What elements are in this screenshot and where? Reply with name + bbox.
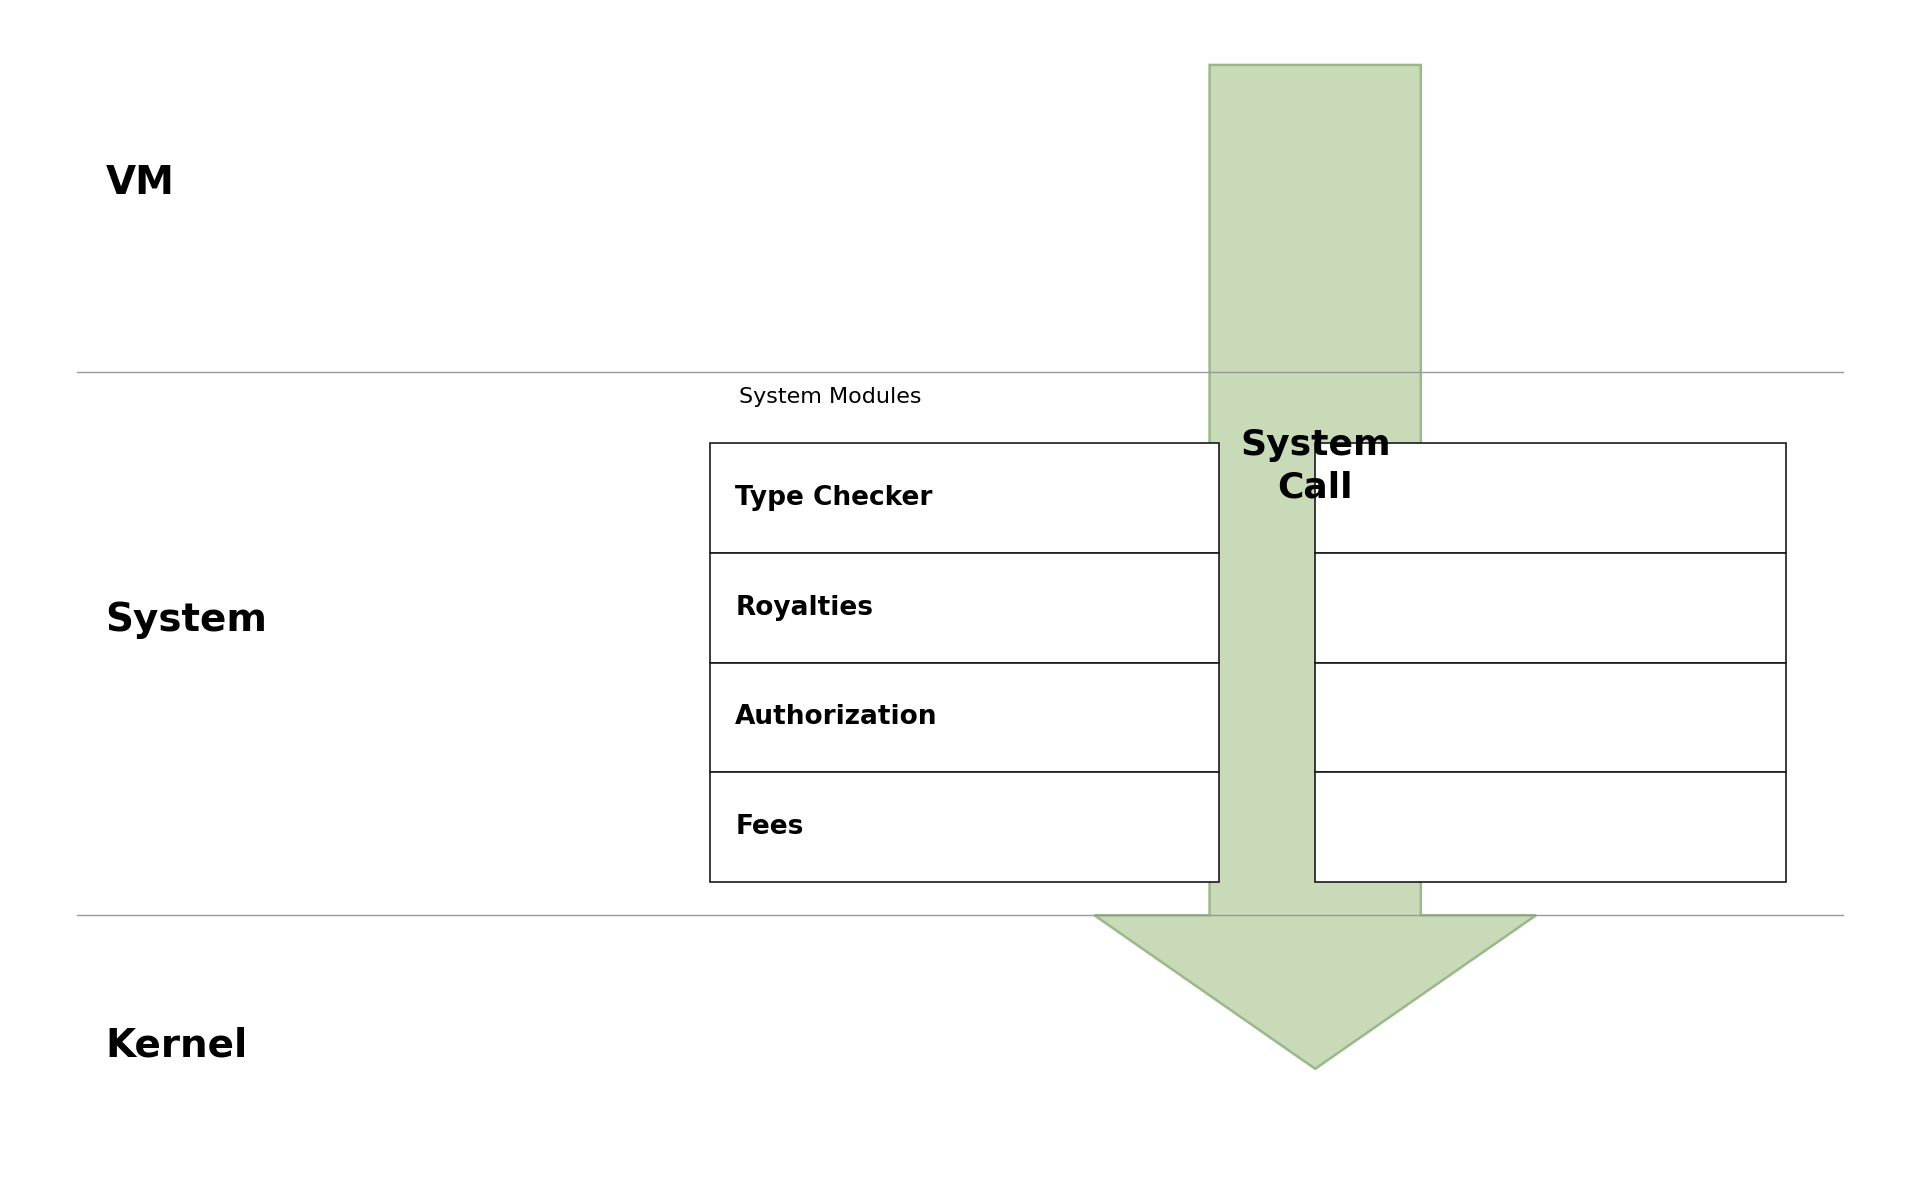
Text: Kernel: Kernel: [106, 1026, 248, 1064]
Bar: [710, 443, 1219, 553]
Text: System
Call: System Call: [1240, 429, 1390, 504]
Text: System Modules: System Modules: [739, 387, 922, 407]
Text: Authorization: Authorization: [735, 704, 937, 731]
Text: VM: VM: [106, 164, 175, 202]
Bar: [710, 772, 1219, 882]
Text: System: System: [106, 601, 267, 639]
Text: Type Checker: Type Checker: [735, 484, 933, 511]
Bar: [710, 663, 1219, 772]
Polygon shape: [1094, 65, 1536, 1069]
Bar: [1315, 553, 1786, 663]
Text: Fees: Fees: [735, 814, 804, 841]
Bar: [1315, 772, 1786, 882]
Bar: [710, 553, 1219, 663]
Text: Royalties: Royalties: [735, 594, 874, 621]
Bar: [1315, 443, 1786, 553]
Bar: [1315, 663, 1786, 772]
